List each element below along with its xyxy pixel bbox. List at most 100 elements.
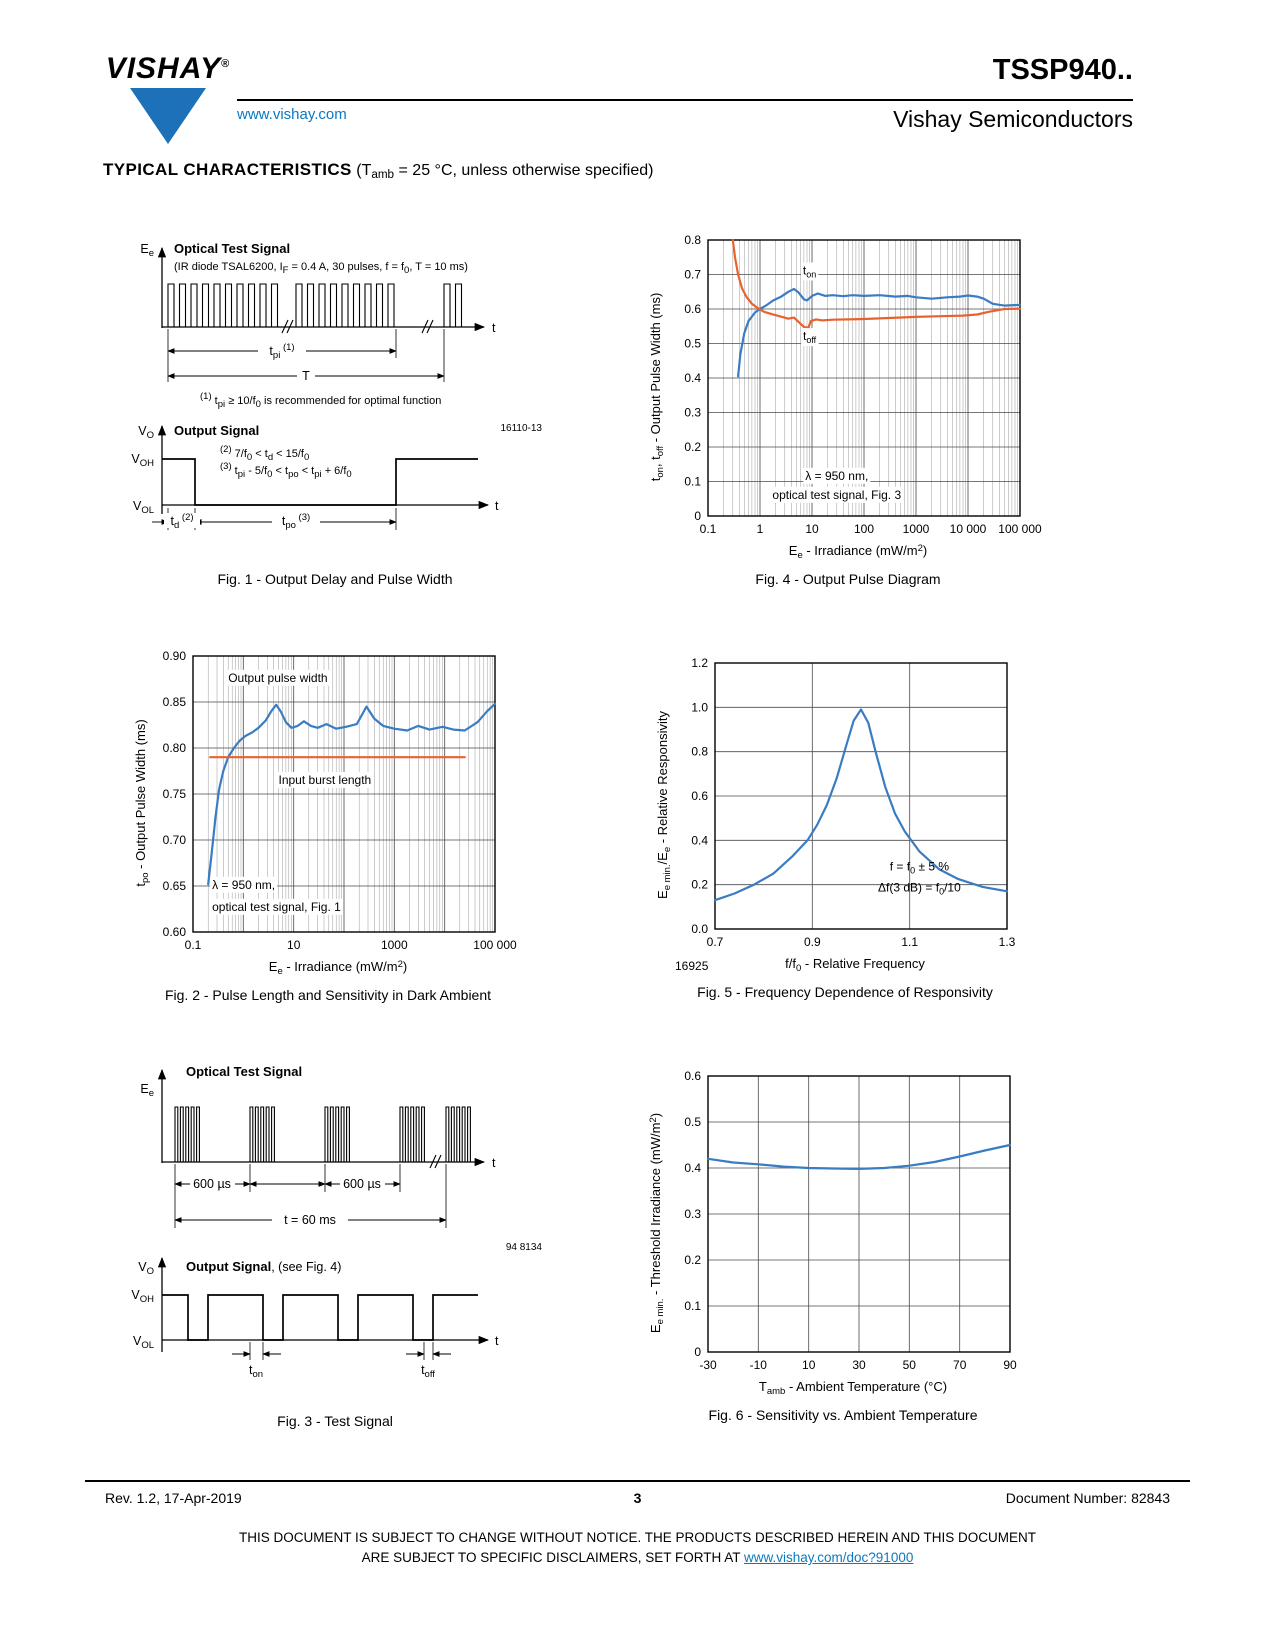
svg-text:0.8: 0.8 bbox=[691, 745, 708, 759]
disclaimer-link[interactable]: www.vishay.com/doc?91000 bbox=[744, 1550, 914, 1565]
svg-text:0.8: 0.8 bbox=[684, 233, 701, 247]
vishay-triangle-icon bbox=[130, 88, 206, 144]
fig1-dimensions: tpi (1) T (1) tpi ≥ 10/f0 is recommended… bbox=[167, 329, 445, 410]
fig1-optical-title: Optical Test Signal bbox=[174, 241, 290, 256]
fig3-optical-title: Optical Test Signal bbox=[186, 1064, 302, 1079]
svg-text:1.0: 1.0 bbox=[691, 700, 708, 714]
fig3-output-waveform bbox=[162, 1294, 478, 1341]
footer-rule bbox=[85, 1480, 1190, 1482]
fig1-pulse-train-2 bbox=[295, 283, 395, 327]
website-link[interactable]: www.vishay.com bbox=[237, 106, 347, 123]
svg-text:0.65: 0.65 bbox=[163, 879, 187, 893]
svg-text:10: 10 bbox=[802, 1358, 816, 1372]
fig2-x-axis-title: Ee - Irradiance (mW/m2) bbox=[268, 959, 408, 977]
svg-text:0.60: 0.60 bbox=[163, 925, 187, 939]
fig2-annotation-1: Input burst length bbox=[279, 773, 372, 787]
fig3-voh-label: VOH bbox=[131, 1288, 154, 1305]
fig5-plot-frame bbox=[714, 662, 1008, 930]
header-rule bbox=[237, 99, 1133, 101]
page-number: 3 bbox=[633, 1490, 642, 1506]
svg-text:30: 30 bbox=[852, 1358, 866, 1372]
fig1-td-dim-label: td (2) bbox=[170, 512, 193, 531]
fig1-tpi-dim-label: tpi (1) bbox=[269, 342, 294, 361]
svg-text:0.4: 0.4 bbox=[691, 833, 708, 847]
disclaimer-line-1: THIS DOCUMENT IS SUBJECT TO CHANGE WITHO… bbox=[238, 1530, 1037, 1545]
fig4-curve-t_on bbox=[736, 287, 1022, 378]
fig4-annotation-0: ton bbox=[803, 264, 816, 280]
svg-text:0.1: 0.1 bbox=[684, 1299, 701, 1313]
section-heading: TYPICAL CHARACTERISTICS (Tamb = 25 °C, u… bbox=[103, 160, 654, 181]
fig2-y-axis: tpo - Output Pulse Width (ms) bbox=[133, 648, 153, 958]
fig1-note3: (3) tpi - 5/f0 < tpo < tpi + 6/f0 bbox=[220, 461, 352, 480]
vishay-logo: VISHAY® bbox=[103, 52, 233, 144]
fig2-curve-output_pulse_width bbox=[207, 702, 497, 886]
fig4-x-axis-title: Ee - Irradiance (mW/m2) bbox=[788, 543, 928, 561]
svg-text:0.7: 0.7 bbox=[707, 935, 724, 949]
fig2-tick-labels: 0.1 10 1000 100 000 0.60 0.65 0.70 0.75 0.80 0.85… bbox=[163, 649, 517, 952]
fig1-vol-label: VOL bbox=[133, 499, 154, 516]
fig5-plot-number: 16925 bbox=[675, 959, 709, 973]
fig3-time-axis2-label: t bbox=[495, 1334, 499, 1348]
fig3-output-section: 94 8134 VO Output Signal, (see Fig. 4) t… bbox=[131, 1242, 542, 1380]
fig3-burst-3 bbox=[324, 1106, 350, 1162]
svg-text:0.7: 0.7 bbox=[684, 268, 701, 282]
svg-text:50: 50 bbox=[903, 1358, 917, 1372]
fig3-break-marks-icon bbox=[429, 1154, 442, 1169]
fig5-y-axis: Ee min./Ee - Relative Responsivity bbox=[655, 655, 675, 955]
figure-2-block: tpo - Output Pulse Width (ms) 0.1 10 1000 1… bbox=[133, 648, 523, 1003]
fig2-annotation-2: λ = 950 nm, bbox=[212, 878, 275, 892]
fig5-y-axis-title: Ee min./Ee - Relative Responsivity bbox=[655, 711, 673, 899]
fig1-output-title: Output Signal bbox=[174, 423, 259, 438]
svg-text:0.4: 0.4 bbox=[684, 371, 701, 385]
fig2-y-axis-title: tpo - Output Pulse Width (ms) bbox=[133, 719, 151, 887]
figure-6-block: Ee min. - Threshold Irradiance (mW/m2) -… bbox=[648, 1068, 1038, 1423]
fig1-voh-label: VOH bbox=[131, 452, 154, 469]
svg-text:0.1: 0.1 bbox=[185, 938, 202, 952]
svg-text:100: 100 bbox=[854, 522, 874, 536]
svg-text:100 000: 100 000 bbox=[473, 938, 517, 952]
svg-text:0.2: 0.2 bbox=[684, 1253, 701, 1267]
fig3-vo-axis-label: VO bbox=[138, 1260, 154, 1277]
svg-text:-10: -10 bbox=[750, 1358, 768, 1372]
fig1-pulse-train-3 bbox=[443, 283, 463, 327]
svg-text:0.6: 0.6 bbox=[684, 1069, 701, 1083]
svg-text:0.6: 0.6 bbox=[691, 789, 708, 803]
fig1-break-marks-icon bbox=[281, 319, 434, 334]
fig4-caption: Fig. 4 - Output Pulse Diagram bbox=[755, 571, 941, 587]
fig1-time-axis2-label: t bbox=[495, 499, 499, 513]
fig4-tick-labels: 0.1 1 10 100 1000 10 000 100 00000.10.20.30.40… bbox=[684, 233, 1042, 536]
fig5-annotation-0: f = f0 ± 5 % bbox=[890, 859, 950, 875]
fig1-optical-section: Ee Optical Test Signal (IR diode TSAL620… bbox=[140, 241, 496, 335]
fig1-tpo-dim-label: tpo (3) bbox=[282, 512, 310, 531]
fig6-y-axis-title: Ee min. - Threshold Irradiance (mW/m2) bbox=[648, 1112, 666, 1334]
fig1-note2: (2) 7/f0 < td < 15/f0 bbox=[220, 444, 309, 463]
fig4-annotation-2: λ = 950 nm, bbox=[805, 469, 868, 483]
fig4-series bbox=[731, 238, 1022, 378]
fig1-timing-diagram: Ee Optical Test Signal (IR diode TSAL620… bbox=[131, 241, 542, 531]
fig6-plot-frame bbox=[707, 1075, 1011, 1353]
fig3-600us-label-1: 600 µs bbox=[193, 1177, 231, 1191]
fig1-vo-axis-label: VO bbox=[138, 424, 154, 441]
section-condition: (Tamb = 25 °C, unless otherwise specifie… bbox=[351, 162, 654, 181]
fig6-chart: -30 -10 10 30 50 70 90 0 0.1 0.2 0.3 0.4 0.5 0.6 bbox=[684, 1069, 1017, 1372]
fig6-gridlines bbox=[708, 1076, 1010, 1352]
fig3-plot-number: 94 8134 bbox=[506, 1242, 543, 1253]
fig5-chart: 0.7 0.9 1.1 1.3 0.0 0.2 0.4 0.6 0.8 1.0 1.2 f = f0 … bbox=[691, 656, 1015, 949]
figure-3-block: Optical Test Signal Ee t bbox=[100, 1052, 570, 1429]
fig4-annotation-3: optical test signal, Fig. 3 bbox=[772, 488, 901, 502]
svg-text:1.1: 1.1 bbox=[901, 935, 918, 949]
fig1-caption: Fig. 1 - Output Delay and Pulse Width bbox=[217, 571, 453, 587]
fig5-gridlines bbox=[715, 663, 1007, 929]
svg-text:0.0: 0.0 bbox=[691, 922, 708, 936]
fig3-output-title: Output Signal, (see Fig. 4) bbox=[186, 1259, 341, 1274]
fig6-curve-threshold_irradiance bbox=[706, 1143, 1012, 1171]
svg-text:0.2: 0.2 bbox=[684, 440, 701, 454]
fig3-vol-label: VOL bbox=[133, 1334, 154, 1351]
disclaimer-line-2-text: ARE SUBJECT TO SPECIFIC DISCLAIMERS, SET… bbox=[361, 1550, 744, 1565]
fig4-y-axis: ton, toff - Output Pulse Width (ms) bbox=[648, 232, 668, 542]
svg-text:0.5: 0.5 bbox=[684, 1115, 701, 1129]
fig3-time-axis-label: t bbox=[492, 1156, 496, 1170]
svg-text:0.85: 0.85 bbox=[163, 695, 187, 709]
fig6-series bbox=[706, 1143, 1012, 1171]
svg-text:0.6: 0.6 bbox=[684, 302, 701, 316]
